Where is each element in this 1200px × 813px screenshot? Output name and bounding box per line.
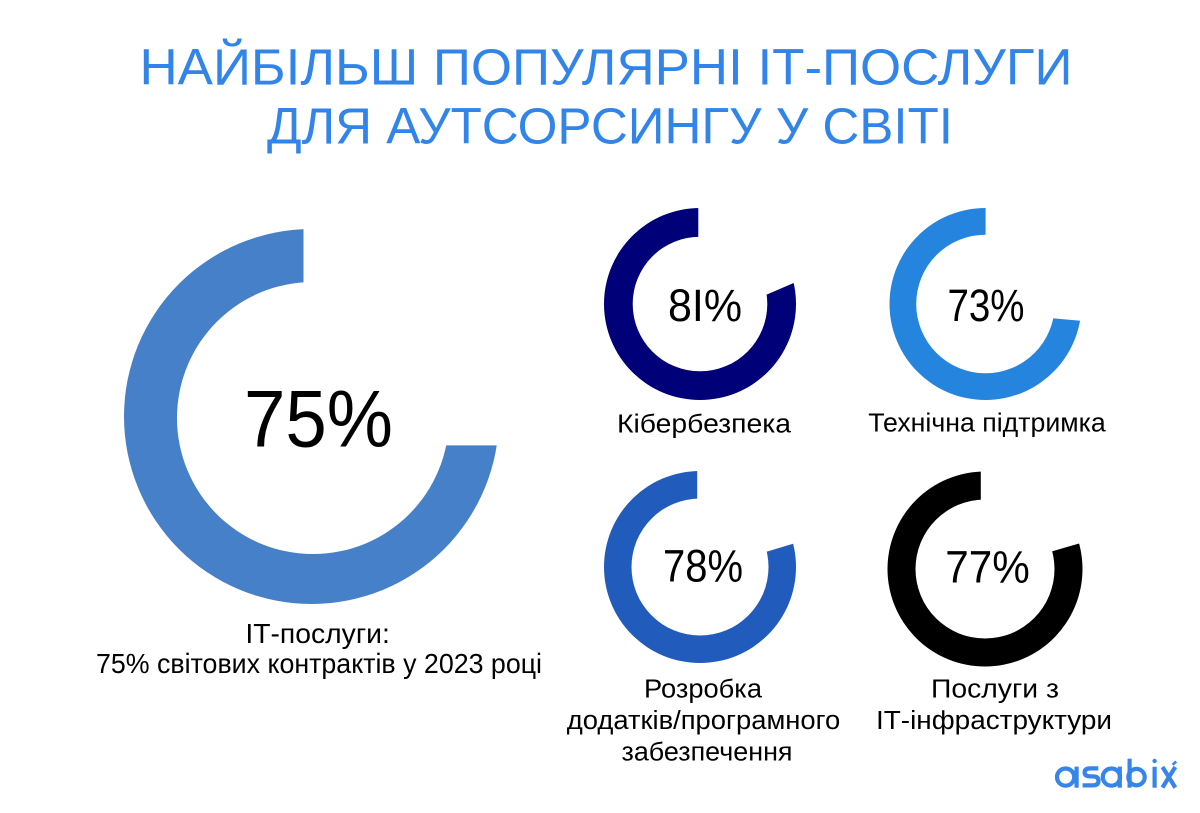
svg-text:ІТ-послуги:: ІТ-послуги:: [245, 618, 390, 649]
svg-text:77%: 77%: [945, 542, 1030, 593]
svg-text:73%: 73%: [948, 280, 1025, 331]
svg-text:забезпечення: забезпечення: [622, 737, 793, 767]
svg-text:78%: 78%: [663, 541, 743, 592]
svg-text:75% світових контрактів у 2023: 75% світових контрактів у 2023 році: [96, 648, 542, 679]
svg-text:Послуги з: Послуги з: [931, 673, 1059, 703]
svg-text:Кібербезпека: Кібербезпека: [617, 409, 791, 439]
svg-text:75%: 75%: [244, 375, 393, 465]
svg-text:Розробка: Розробка: [644, 674, 762, 704]
svg-text:ІТ-інфраструктури: ІТ-інфраструктури: [876, 705, 1112, 735]
svg-text:Технічна підтримка: Технічна підтримка: [868, 408, 1106, 438]
svg-text:додатків/програмного: додатків/програмного: [567, 705, 841, 735]
svg-text:НАЙБІЛЬШ ПОПУЛЯРНІ ІТ-ПОСЛУГИ: НАЙБІЛЬШ ПОПУЛЯРНІ ІТ-ПОСЛУГИ: [140, 39, 1073, 96]
svg-text:ДЛЯ АУТСОРСИНГУ У СВІТІ: ДЛЯ АУТСОРСИНГУ У СВІТІ: [267, 97, 953, 154]
svg-text:8І%: 8І%: [668, 280, 742, 331]
